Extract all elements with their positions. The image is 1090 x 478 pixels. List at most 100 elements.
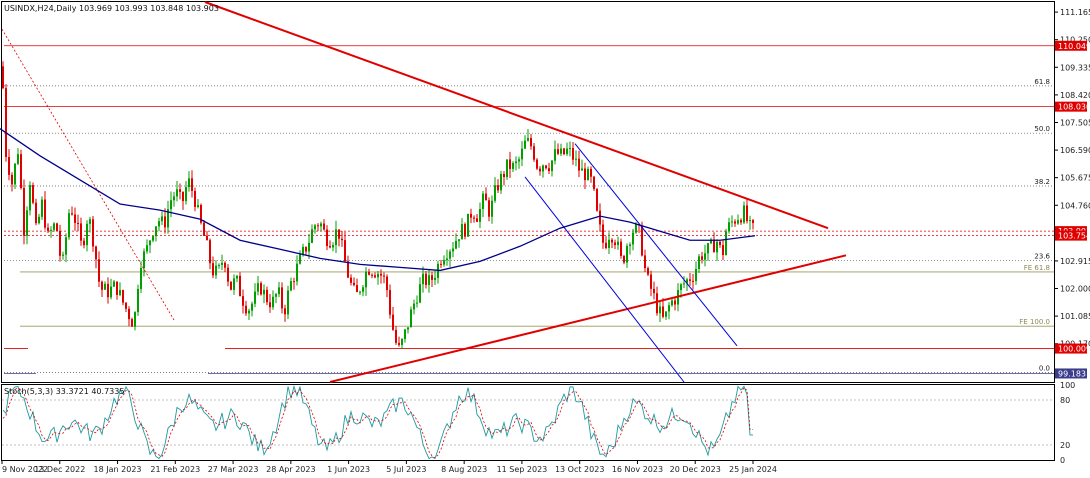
candle-body: [197, 204, 199, 207]
candle-body: [461, 224, 463, 240]
candle-body: [278, 287, 280, 295]
main-panel-frame: [1, 1, 1055, 383]
price-axis-label: 106.590: [1060, 146, 1090, 155]
candle-body: [275, 294, 277, 297]
time-axis-label: 21 Feb 2023: [150, 465, 200, 474]
candle-body: [590, 168, 592, 177]
candle-body: [359, 291, 361, 293]
candle-body: [446, 258, 448, 261]
candle-body: [317, 225, 319, 227]
candle-body: [368, 271, 370, 275]
candle-body: [383, 275, 385, 277]
candle-body: [305, 246, 307, 252]
price-axis-label: 108.420: [1060, 91, 1090, 100]
candle-body: [596, 189, 598, 211]
candle-body: [542, 165, 544, 172]
candle-body: [551, 160, 553, 172]
candle-body: [506, 159, 508, 178]
candle-body: [59, 231, 61, 256]
candle-body: [560, 148, 562, 154]
candle-body: [224, 262, 226, 268]
candle-body: [140, 268, 142, 289]
candle-body: [83, 240, 85, 246]
resistance-trendline: [204, 1, 829, 230]
candle-body: [659, 306, 661, 314]
candle-body: [146, 245, 148, 252]
price-axis-label: 105.675: [1060, 174, 1090, 183]
candle-body: [152, 236, 154, 241]
candle-body: [311, 229, 313, 243]
candle-body: [335, 229, 337, 246]
candle-body: [683, 283, 685, 285]
candle-body: [161, 216, 163, 222]
candle-body: [221, 262, 223, 265]
candle-body: [353, 282, 355, 286]
candle-body: [689, 279, 691, 281]
price-tag-box: [1055, 368, 1087, 379]
time-axis-label: 11 Sep 2023: [497, 465, 548, 474]
price-tag-label: 108.030: [1058, 103, 1090, 112]
candle-body: [704, 253, 706, 260]
candle-body: [449, 251, 451, 259]
candle-body: [167, 209, 169, 228]
candle-body: [392, 314, 394, 330]
candle-body: [413, 303, 415, 310]
dotted-trendline: [1, 28, 176, 322]
candle-body: [416, 302, 418, 304]
candle-body: [380, 273, 382, 276]
candle-body: [746, 205, 748, 222]
candle-body: [401, 339, 403, 345]
candle-body: [149, 240, 151, 246]
candle-body: [641, 225, 643, 256]
ma-line: [0, 128, 756, 272]
candle-body: [116, 281, 118, 295]
candle-body: [566, 148, 568, 155]
candle-body: [722, 245, 724, 256]
candle-body: [320, 223, 322, 227]
candle-body: [266, 289, 268, 303]
candle-body: [200, 204, 202, 223]
candle-body: [176, 189, 178, 197]
candle-body: [515, 161, 517, 164]
candle-body: [272, 296, 274, 308]
candle-body: [227, 267, 229, 282]
candle-body: [608, 239, 610, 248]
candle-body: [131, 319, 133, 327]
candle-body: [512, 163, 514, 169]
candle-body: [113, 281, 115, 287]
fe-level-label: FE 61.8: [1024, 264, 1050, 272]
candle-body: [26, 210, 28, 236]
candle-body: [494, 185, 496, 201]
candle-body: [5, 88, 7, 158]
price-axis-label: 109.335: [1060, 63, 1090, 72]
candle-body: [281, 287, 283, 309]
candle-body: [653, 288, 655, 294]
candle-body: [572, 148, 574, 160]
candle-body: [647, 268, 649, 275]
candle-body: [395, 329, 397, 343]
channel-lower-line: [524, 176, 685, 383]
candle-body: [578, 158, 580, 171]
candle-body: [680, 284, 682, 291]
candle-body: [218, 264, 220, 266]
stoch-k-line: [2, 384, 753, 460]
candle-body: [485, 193, 487, 201]
candle-body: [443, 260, 445, 265]
candle-body: [734, 221, 736, 224]
candle-body: [581, 168, 583, 171]
candle-body: [104, 283, 106, 290]
candle-body: [725, 231, 727, 256]
candle-body: [308, 242, 310, 252]
price-axis-label: 107.505: [1060, 118, 1090, 127]
candle-body: [569, 148, 571, 150]
candle-body: [620, 241, 622, 256]
candle-body: [248, 310, 250, 314]
candle-body: [2, 66, 4, 89]
symbol-info: USINDX,H24,Daily 103.969 103.993 103.848…: [4, 4, 219, 13]
candle-body: [527, 137, 529, 141]
time-axis-label: 16 Nov 2023: [612, 465, 663, 474]
trendlines: [1, 1, 847, 383]
candle-body: [425, 273, 427, 285]
support-trendline: [329, 254, 847, 383]
candle-body: [548, 168, 550, 172]
